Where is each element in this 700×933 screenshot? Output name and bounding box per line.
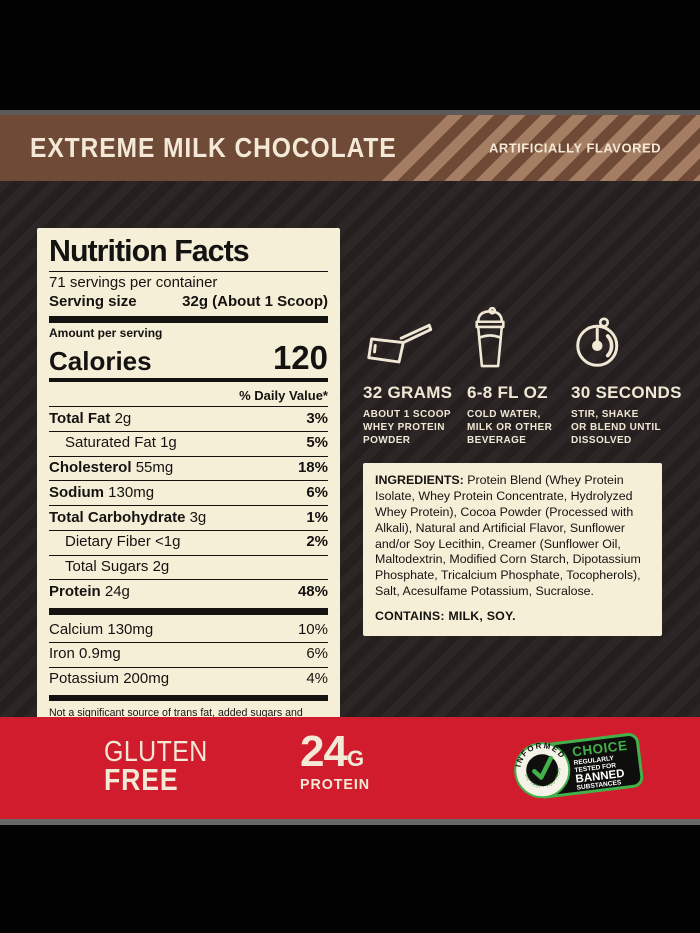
nutrition-facts-title: Nutrition Facts bbox=[49, 233, 250, 268]
direction-shaker: 6-8 FL OZ COLD WATER, MILK OR OTHER BEVE… bbox=[467, 306, 567, 447]
divider-bar bbox=[49, 316, 328, 324]
informed-choice-badge: INFORMED WE TEST · YOU TRUST CHOICE REGU… bbox=[506, 725, 645, 806]
nutrient-row-total-fat: Total Fat 2g 3% bbox=[49, 406, 328, 431]
scoop-icon bbox=[363, 319, 435, 374]
contains-statement: CONTAINS: MILK, SOY. bbox=[375, 609, 516, 623]
amount-per-serving-label: Amount per serving bbox=[49, 326, 163, 341]
ingredients-text: INGREDIENTS: Protein Blend (Whey Protein… bbox=[375, 473, 641, 599]
direction-heading: 32 GRAMS bbox=[363, 383, 453, 402]
ingredients-box: INGREDIENTS: Protein Blend (Whey Protein… bbox=[363, 463, 662, 636]
badge-choice-text: CHOICE bbox=[571, 738, 628, 760]
nutrient-row-total-carbohydrate: Total Carbohydrate 3g 1% bbox=[49, 505, 328, 530]
servings-per-container: 71 servings per container bbox=[49, 273, 218, 291]
top-black-band bbox=[0, 0, 700, 110]
mineral-row-potassium: Potassium 200mg 4% bbox=[49, 666, 328, 692]
mineral-row-iron: Iron 0.9mg 6% bbox=[49, 641, 328, 667]
direction-subtext: STIR, SHAKE OR BLEND UNTIL DISSOLVED bbox=[571, 409, 662, 446]
bottom-gray-divider bbox=[0, 819, 700, 825]
direction-heading: 30 SECONDS bbox=[571, 383, 682, 402]
calories-label: Calories bbox=[49, 346, 152, 377]
divider-bar bbox=[49, 695, 328, 702]
top-gray-divider bbox=[0, 110, 700, 115]
nutrient-row-sodium: Sodium 130mg 6% bbox=[49, 480, 328, 505]
calories-row: Calories 120 bbox=[49, 341, 328, 374]
serving-size-label: Serving size bbox=[49, 293, 137, 311]
direction-subtext: COLD WATER, MILK OR OTHER BEVERAGE bbox=[467, 409, 553, 446]
shaker-icon bbox=[467, 306, 513, 374]
stopwatch-icon bbox=[571, 315, 625, 374]
nutrient-row-protein: Protein 24g 48% bbox=[49, 579, 328, 604]
serving-size-row: Serving size 32g (About 1 Scoop) bbox=[49, 293, 328, 312]
divider-bar bbox=[49, 608, 328, 616]
nutrient-row-cholesterol: Cholesterol 55mg 18% bbox=[49, 455, 328, 481]
footer-claims-bar: GLUTEN FREE 24G PROTEIN INFORMED bbox=[0, 717, 700, 819]
diagonal-stripes-decoration bbox=[370, 115, 700, 181]
gluten-free-claim: GLUTEN FREE bbox=[104, 736, 208, 797]
daily-value-header: % Daily Value* bbox=[239, 388, 328, 404]
flavor-title: EXTREME MILK CHOCOLATE bbox=[30, 132, 397, 163]
nutrient-row-dietary-fiber: Dietary Fiber <1g 2% bbox=[49, 529, 328, 555]
serving-size-value: 32g (About 1 Scoop) bbox=[182, 293, 328, 311]
direction-scoop: 32 GRAMS ABOUT 1 SCOOP WHEY PROTEIN POWD… bbox=[363, 312, 463, 447]
nutrient-row-saturated-fat: Saturated Fat 1g 5% bbox=[49, 430, 328, 456]
direction-heading: 6-8 FL OZ bbox=[467, 383, 548, 402]
direction-subtext: ABOUT 1 SCOOP WHEY PROTEIN POWDER bbox=[363, 409, 451, 446]
flavor-bar: EXTREME MILK CHOCOLATE ARTIFICIALLY FLAV… bbox=[0, 115, 700, 181]
nutrition-facts-panel: Nutrition Facts 71 servings per containe… bbox=[37, 228, 340, 795]
calories-value: 120 bbox=[272, 339, 328, 377]
svg-text:BANNED: BANNED bbox=[575, 768, 625, 786]
divider-bar bbox=[49, 378, 328, 383]
mineral-row-calcium: Calcium 130mg 10% bbox=[49, 620, 328, 638]
bottom-black-band bbox=[0, 825, 700, 933]
nutrient-row-total-sugars: Total Sugars 2g bbox=[49, 554, 328, 580]
svg-text:REGULARLY: REGULARLY bbox=[573, 755, 615, 767]
direction-stopwatch: 30 SECONDS STIR, SHAKE OR BLEND UNTIL DI… bbox=[571, 312, 682, 447]
artificially-flavored-label: ARTIFICIALLY FLAVORED bbox=[488, 140, 662, 156]
protein-claim: 24G PROTEIN bbox=[300, 727, 371, 794]
divider-rule bbox=[49, 270, 328, 272]
